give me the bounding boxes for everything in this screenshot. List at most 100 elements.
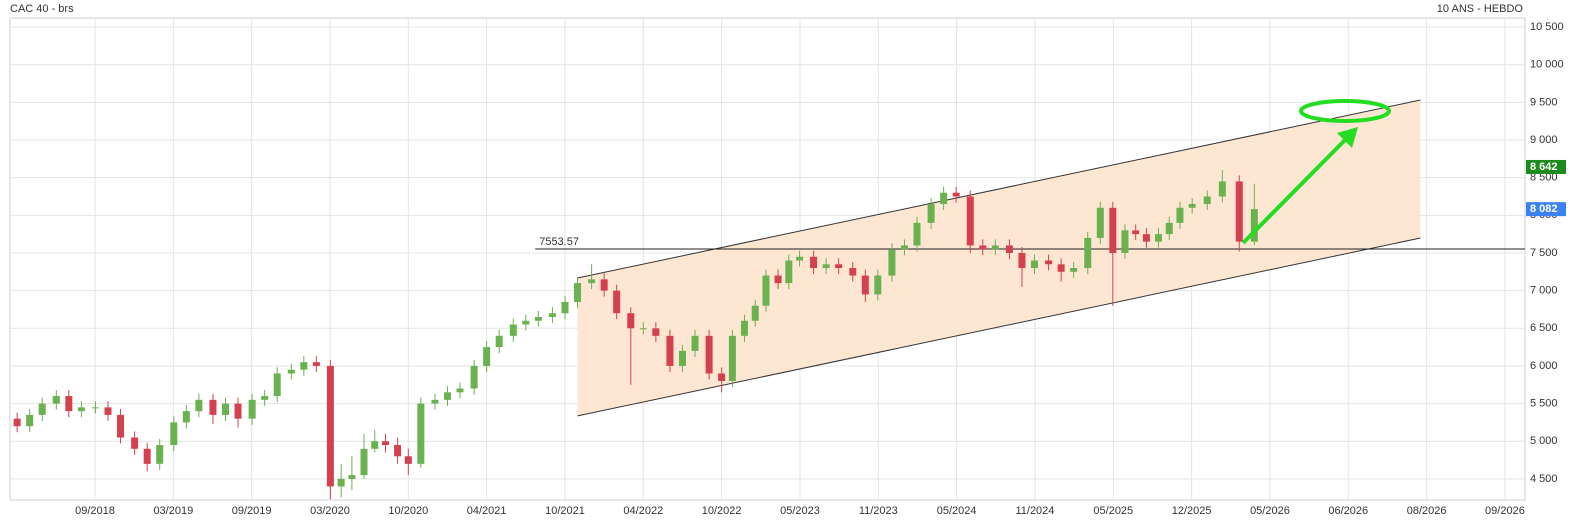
candle-body: [900, 245, 908, 250]
candle-body: [26, 414, 34, 427]
candle-body: [718, 373, 726, 382]
x-tick-label: 10/2022: [702, 505, 742, 517]
candle-body: [574, 283, 582, 302]
candle-body: [1030, 260, 1038, 269]
y-tick-label: 8 500: [1530, 172, 1558, 184]
x-tick-label: 03/2019: [153, 505, 193, 517]
candle-body: [561, 301, 569, 314]
candle-body: [588, 279, 596, 284]
y-tick-label: 4 500: [1530, 473, 1558, 485]
x-tick-label: 04/2022: [623, 505, 663, 517]
candle-body: [548, 313, 556, 317]
candle-body: [456, 388, 464, 393]
chart-subtitle: 10 ANS - HEBDO: [1437, 3, 1524, 15]
target-ellipse: [1299, 99, 1391, 123]
candle-body: [888, 249, 896, 276]
x-tick-label: 06/2026: [1328, 505, 1368, 517]
candle-body: [195, 399, 203, 412]
candle-body: [117, 414, 125, 438]
candle-body: [774, 275, 782, 284]
candle-body: [91, 407, 99, 409]
candle-body: [381, 441, 389, 446]
x-tick-label: 11/2024: [1015, 505, 1054, 517]
candle-body: [443, 392, 451, 400]
plot-frame: [9, 17, 1526, 501]
candle-body: [261, 396, 269, 400]
candle-body: [360, 448, 368, 476]
candle-body: [221, 403, 229, 415]
candle-body: [1142, 234, 1150, 242]
candle-body: [248, 399, 256, 419]
candle-body: [104, 407, 112, 415]
candle-body: [613, 290, 621, 314]
candle-body: [1018, 252, 1026, 269]
x-tick-label: 05/2024: [937, 505, 977, 517]
candle-body: [1096, 207, 1104, 238]
price-marker: [1526, 159, 1566, 174]
candle-body: [810, 256, 818, 269]
y-tick-label: 9 500: [1530, 96, 1558, 108]
y-tick-label: 10 500: [1530, 21, 1564, 33]
y-tick-label: 7 000: [1530, 285, 1558, 297]
candle-body: [509, 324, 517, 336]
candle-body: [38, 403, 46, 415]
candle-body: [835, 264, 843, 269]
candle-body: [131, 437, 139, 449]
candle-body: [312, 362, 320, 366]
candle-body: [952, 192, 960, 197]
candle-body: [1132, 230, 1140, 235]
candle-body: [156, 445, 164, 464]
candle-body: [417, 403, 425, 464]
x-tick-label: 04/2021: [467, 505, 507, 517]
candle-body: [979, 245, 987, 250]
candle-body: [691, 335, 699, 351]
channel-area: [577, 100, 1421, 416]
candle-body: [394, 445, 402, 457]
candle-body: [13, 418, 21, 427]
candle-body: [822, 264, 830, 269]
candle-body: [209, 399, 217, 415]
arrow-shaft: [1241, 136, 1349, 245]
candle-body: [966, 196, 974, 246]
candle-body: [849, 268, 857, 276]
candle-body: [1176, 207, 1184, 223]
horizontal-line-label: 7553.57: [539, 236, 579, 248]
candle-body: [326, 365, 334, 487]
candle-body: [495, 335, 503, 348]
y-tick-label: 7 500: [1530, 247, 1558, 259]
y-tick-label: 9 000: [1530, 134, 1558, 146]
y-tick-label: 6 500: [1530, 322, 1558, 334]
channel-lower: [577, 237, 1421, 417]
candle-body: [170, 422, 178, 446]
candle-body: [666, 335, 674, 366]
x-tick-label: 10/2021: [545, 505, 585, 517]
candle-body: [678, 350, 686, 366]
x-tick-label: 05/2023: [780, 505, 820, 517]
candle-body: [1057, 264, 1065, 272]
candle-body: [991, 245, 999, 250]
y-tick-label: 6 000: [1530, 360, 1558, 372]
candle-body: [1154, 234, 1162, 242]
candle-body: [348, 475, 356, 479]
candle-body: [705, 335, 713, 374]
candle-body: [1084, 237, 1092, 269]
candle-body: [431, 399, 439, 404]
candle-body: [143, 448, 151, 464]
candle-body: [1250, 209, 1258, 242]
candle-body: [470, 365, 478, 389]
y-tick-label: 5 500: [1530, 398, 1558, 410]
candle-body: [287, 369, 295, 374]
candles: [13, 170, 1258, 500]
candle-body: [371, 441, 379, 449]
candle-body: [77, 407, 85, 412]
x-tick-label: 11/2023: [859, 505, 898, 517]
candle-body: [1070, 268, 1078, 272]
x-tick-label: 12/2025: [1172, 505, 1212, 517]
candle-body: [927, 204, 935, 223]
candle-body: [728, 335, 736, 382]
candle-body: [796, 256, 804, 261]
candle-body: [740, 320, 748, 336]
candle-body: [1218, 181, 1226, 197]
candle-body: [404, 456, 412, 464]
